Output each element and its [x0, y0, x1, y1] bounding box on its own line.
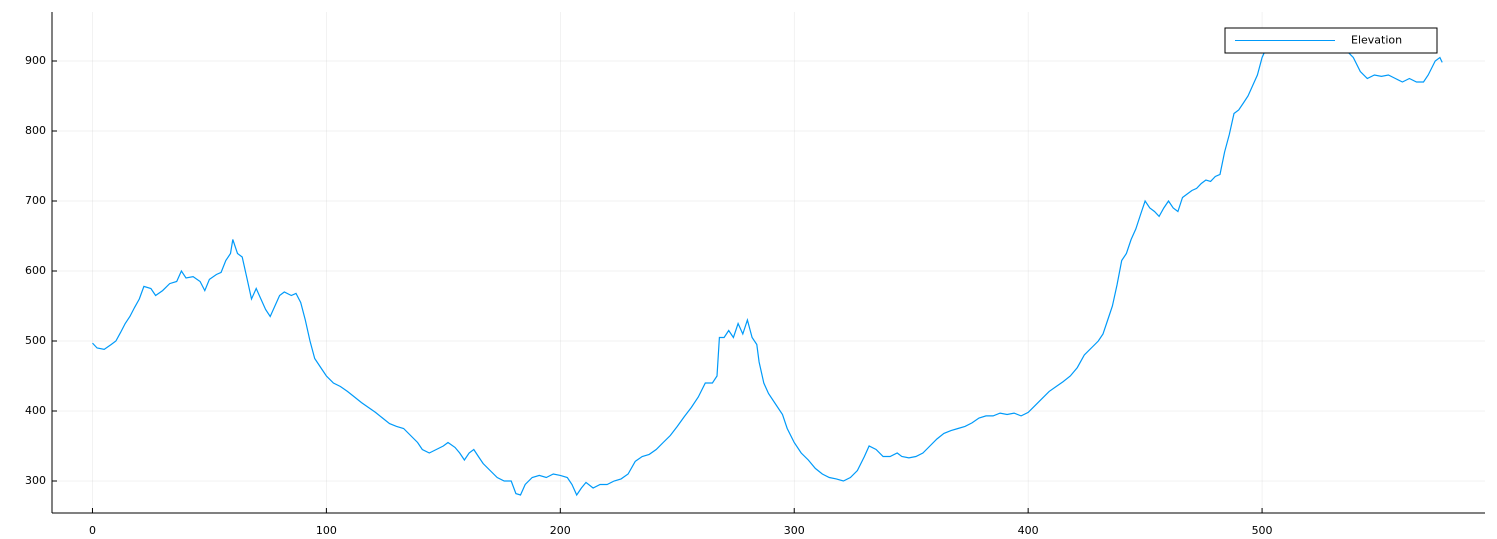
- y-tick-label: 500: [25, 334, 46, 347]
- x-tick-label: 300: [784, 524, 805, 537]
- y-tick-label: 800: [25, 124, 46, 137]
- data-line: [92, 28, 1443, 497]
- y-tick-label: 400: [25, 404, 46, 417]
- x-tick-label: 0: [89, 524, 96, 537]
- x-tick-label: 400: [1018, 524, 1039, 537]
- y-tick-label: 300: [25, 474, 46, 487]
- y-tick-label: 700: [25, 194, 46, 207]
- legend-label: Elevation: [1351, 34, 1402, 47]
- x-tick-label: 500: [1252, 524, 1273, 537]
- x-tick-label: 200: [550, 524, 571, 537]
- y-tick-label: 600: [25, 264, 46, 277]
- x-tick-label: 100: [316, 524, 337, 537]
- y-tick-label: 900: [25, 54, 46, 67]
